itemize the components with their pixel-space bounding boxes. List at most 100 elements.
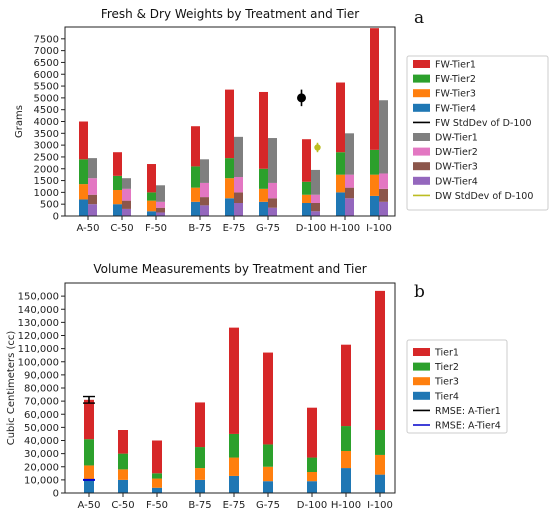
y-tick-label: 50,000 [24,423,59,434]
bar-dw-dw-tier2-f-50 [156,201,165,208]
bar-tier3-b-75 [195,468,205,480]
y-tick-label: 3000 [34,141,59,152]
bar-tier4-d-100 [307,481,317,493]
x-tick-label: D-100 [296,223,326,234]
y-tick-label: 110,000 [18,344,59,355]
bar-dw-dw-tier2-g-75 [268,182,277,199]
y-tick-label: 90,000 [24,370,59,381]
x-tick-label: C-50 [110,223,133,234]
x-tick-label: A-50 [78,500,101,511]
x-tick-label: G-75 [256,500,280,511]
legend-swatch [413,176,430,185]
bar-fw-fw-tier1-f-50 [147,164,156,193]
bar-tier4-a-50 [84,479,94,493]
x-tick-label: E-75 [223,500,246,511]
bar-dw-dw-tier3-a-50 [88,194,97,205]
x-tick-label: B-75 [188,500,211,511]
bar-dw-dw-tier1-a-50 [88,158,97,179]
bar-dw-dw-tier2-h-100 [345,174,354,188]
legend-swatch [413,60,430,68]
bar-dw-dw-tier3-d-100 [311,203,320,212]
bar-dw-dw-tier4-h-100 [345,198,354,216]
x-tick-label: G-75 [256,223,280,234]
bar-fw-fw-tier3-g-75 [259,188,268,202]
bar-dw-dw-tier2-e-75 [234,177,243,193]
bar-fw-fw-tier4-a-50 [79,199,88,216]
bar-tier2-a-50 [84,439,94,466]
errorbar-marker [314,144,321,151]
bar-dw-dw-tier2-c-50 [122,188,131,201]
bar-tier2-b-75 [195,447,205,469]
bar-tier3-c-50 [118,469,128,480]
bar-fw-fw-tier2-d-100 [302,181,311,195]
bar-dw-dw-tier3-h-100 [345,187,354,199]
y-tick-label: 130,000 [18,318,59,329]
y-tick-label: 140,000 [18,305,59,316]
bar-tier4-f-50 [152,487,162,493]
bar-fw-fw-tier1-a-50 [79,121,88,160]
bar-fw-fw-tier1-i-100 [370,28,379,150]
legend-swatch [413,348,430,356]
bar-dw-dw-tier3-i-100 [379,188,388,202]
bar-tier4-g-75 [263,481,273,493]
bar-fw-fw-tier4-h-100 [336,192,345,216]
legend-swatch [413,147,430,156]
bar-dw-dw-tier2-a-50 [88,178,97,195]
x-tick-label: E-75 [223,223,246,234]
bar-dw-dw-tier2-i-100 [379,173,388,189]
legend-swatch [413,162,430,171]
bar-fw-fw-tier1-h-100 [336,82,345,153]
legend-label: DW-Tier4 [435,176,478,187]
bar-dw-dw-tier4-c-50 [122,208,131,216]
bar-fw-fw-tier3-e-75 [225,178,234,199]
y-tick-label: 80,000 [24,384,59,395]
bar-dw-dw-tier3-g-75 [268,198,277,208]
bar-tier2-c-50 [118,453,128,470]
bar-tier1-b-75 [195,402,205,448]
bar-dw-dw-tier3-b-75 [200,197,209,206]
x-tick-label: B-75 [188,223,211,234]
bar-fw-fw-tier4-b-75 [191,201,200,216]
bar-dw-dw-tier4-f-50 [156,212,165,216]
bar-fw-fw-tier2-g-75 [259,168,268,189]
x-tick-label: H-100 [331,500,361,511]
bar-fw-fw-tier3-a-50 [79,184,88,200]
bar-tier2-f-50 [152,473,162,479]
x-tick-label: C-50 [111,500,134,511]
legend-label: RMSE: A-Tier1 [435,406,501,417]
bar-fw-fw-tier2-e-75 [225,158,234,179]
y-tick-label: 4000 [34,117,59,128]
legend-label: FW-Tier1 [435,60,476,71]
bar-dw-dw-tier4-a-50 [88,204,97,216]
y-tick-label: 3500 [34,129,59,140]
bar-fw-fw-tier4-c-50 [113,204,122,216]
y-tick-label: 5500 [34,82,59,93]
bar-tier1-g-75 [263,352,273,445]
legend-label: FW-Tier4 [435,103,476,114]
x-tick-label: D-100 [297,500,327,511]
legend-label: DW-Tier1 [435,133,478,144]
bar-fw-fw-tier2-c-50 [113,175,122,191]
bar-fw-fw-tier1-e-75 [225,89,234,159]
bar-tier2-g-75 [263,444,273,467]
bar-dw-dw-tier4-g-75 [268,207,277,216]
bar-fw-fw-tier4-i-100 [370,195,379,216]
bar-tier3-d-100 [307,472,317,482]
y-tick-label: 70,000 [24,397,59,408]
bar-tier3-i-100 [375,454,385,475]
bar-fw-fw-tier2-a-50 [79,159,88,185]
bar-dw-dw-tier4-b-75 [200,205,209,216]
bar-fw-fw-tier3-d-100 [302,194,311,204]
bar-fw-fw-tier1-d-100 [302,139,311,182]
bar-fw-fw-tier2-f-50 [147,192,156,201]
bar-fw-fw-tier4-d-100 [302,203,311,216]
x-tick-label: H-100 [330,223,360,234]
bar-dw-dw-tier1-i-100 [379,100,388,174]
bar-dw-dw-tier2-d-100 [311,194,320,204]
y-tick-label: 5000 [34,93,59,104]
bar-dw-dw-tier1-d-100 [311,169,320,195]
legend-label: DW-Tier2 [435,147,478,158]
legend-swatch [413,133,430,141]
bar-fw-fw-tier4-f-50 [147,211,156,216]
